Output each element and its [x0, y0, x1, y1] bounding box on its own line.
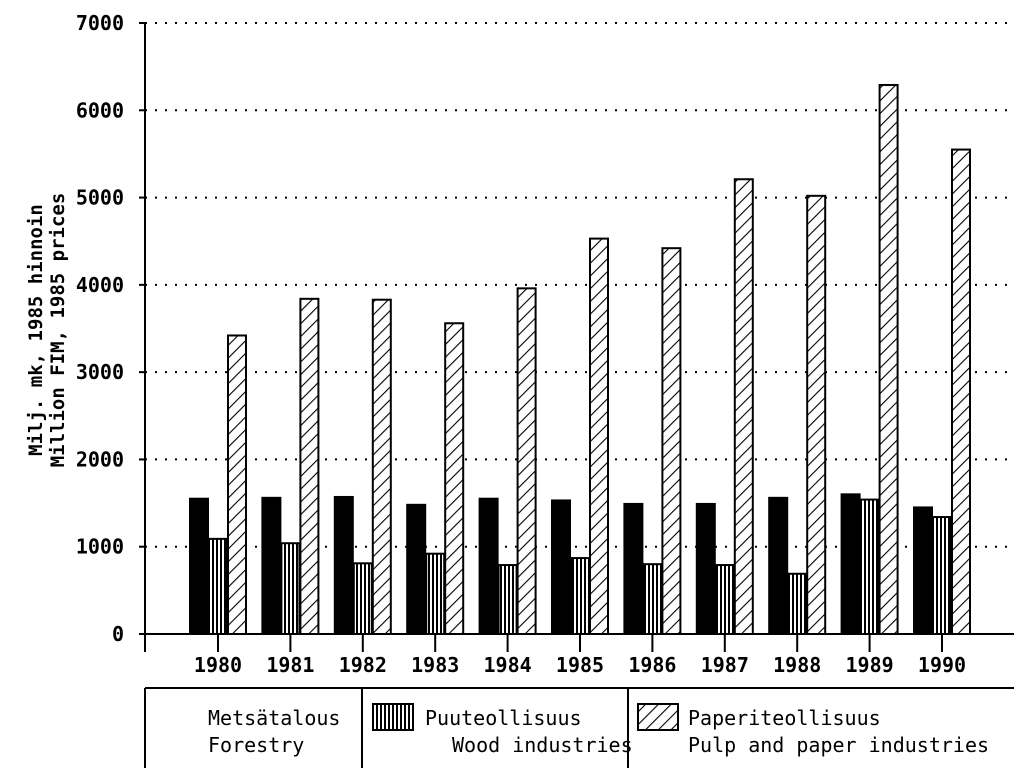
legend-wood-fi: Puuteollisuus [425, 706, 582, 730]
y-tick-label: 4000 [76, 273, 124, 297]
bar-forestry-1985 [551, 499, 571, 635]
bar-forestry-1982 [333, 495, 354, 635]
y-tick-label: 5000 [76, 186, 124, 210]
x-tick-label: 1989 [846, 653, 894, 677]
bar-paper-1984 [516, 287, 537, 635]
legend-paper-en: Pulp and paper industries [688, 733, 989, 757]
x-tick-label: 1984 [484, 653, 532, 677]
bar-paper-1980 [227, 334, 247, 635]
bar-forestry-1990 [913, 506, 933, 635]
legend: Metsätalous Forestry Puuteollisuus Wood … [144, 687, 1014, 768]
legend-forestry-en: Forestry [208, 733, 304, 757]
bar-wood-1982 [352, 562, 373, 636]
x-tick-label: 1982 [339, 653, 387, 677]
y-tick-label: 7000 [76, 11, 124, 35]
bar-wood-1984 [497, 564, 518, 636]
legend-swatch-paper [637, 703, 679, 731]
bar-wood-1986 [642, 563, 663, 636]
bar-forestry-1988 [768, 496, 789, 635]
x-tick-label: 1988 [773, 653, 821, 677]
bar-paper-1989 [878, 83, 899, 636]
x-tick-label: 1985 [556, 653, 604, 677]
bar-paper-1981 [299, 297, 320, 635]
y-tick-label: 2000 [76, 447, 124, 471]
bar-forestry-1989 [840, 493, 861, 636]
bar-wood-1988 [787, 572, 808, 635]
bar-wood-1980 [208, 537, 228, 636]
y-tick-label: 6000 [76, 98, 124, 122]
x-tick-label: 1990 [918, 653, 966, 677]
x-axis-labels: 1980 1981 1982 1983 1984 1985 1986 1987 1988 1989… [144, 634, 966, 677]
bar-paper-1982 [371, 298, 392, 635]
bar-forestry-1980 [189, 497, 209, 636]
bar-paper-1990 [951, 148, 971, 635]
bar-wood-1985 [570, 557, 590, 635]
x-tick-label: 1987 [701, 653, 749, 677]
bar-forestry-1981 [261, 496, 282, 635]
bars [189, 83, 971, 636]
y-axis-title-line2: Million FIM, 1985 prices [47, 193, 69, 468]
bar-wood-1987 [714, 564, 735, 636]
bar-paper-1983 [444, 322, 465, 635]
legend-swatch-wood [372, 703, 414, 731]
bar-forestry-1983 [406, 503, 427, 635]
bar-wood-1989 [859, 498, 880, 635]
legend-forestry-fi: Metsätalous [208, 706, 340, 730]
bar-paper-1986 [661, 247, 682, 635]
bar-wood-1981 [280, 542, 301, 635]
bar-paper-1985 [589, 237, 609, 636]
y-tick-label: 1000 [76, 535, 124, 559]
bar-wood-1990 [932, 516, 952, 636]
bar-forestry-1986 [623, 502, 644, 635]
y-axis-title-line1: Milj. mk, 1985 hinnoin [25, 204, 47, 456]
bar-forestry-1987 [695, 502, 716, 635]
x-tick-label: 1981 [266, 653, 314, 677]
y-tick-label: 0 [112, 622, 124, 646]
bar-wood-1983 [425, 552, 446, 635]
bar-paper-1988 [806, 194, 827, 635]
bar-paper-1987 [733, 178, 754, 635]
legend-wood-en: Wood industries [452, 733, 633, 757]
x-tick-label: 1986 [628, 653, 676, 677]
x-tick-label: 1980 [194, 653, 242, 677]
y-tick-label: 3000 [76, 360, 124, 384]
legend-paper-fi: Paperiteollisuus [688, 706, 881, 730]
y-axis-ticks: 0 1000 2000 3000 4000 5000 6000 7000 [76, 11, 145, 646]
x-tick-label: 1983 [411, 653, 459, 677]
bar-forestry-1984 [478, 497, 499, 636]
